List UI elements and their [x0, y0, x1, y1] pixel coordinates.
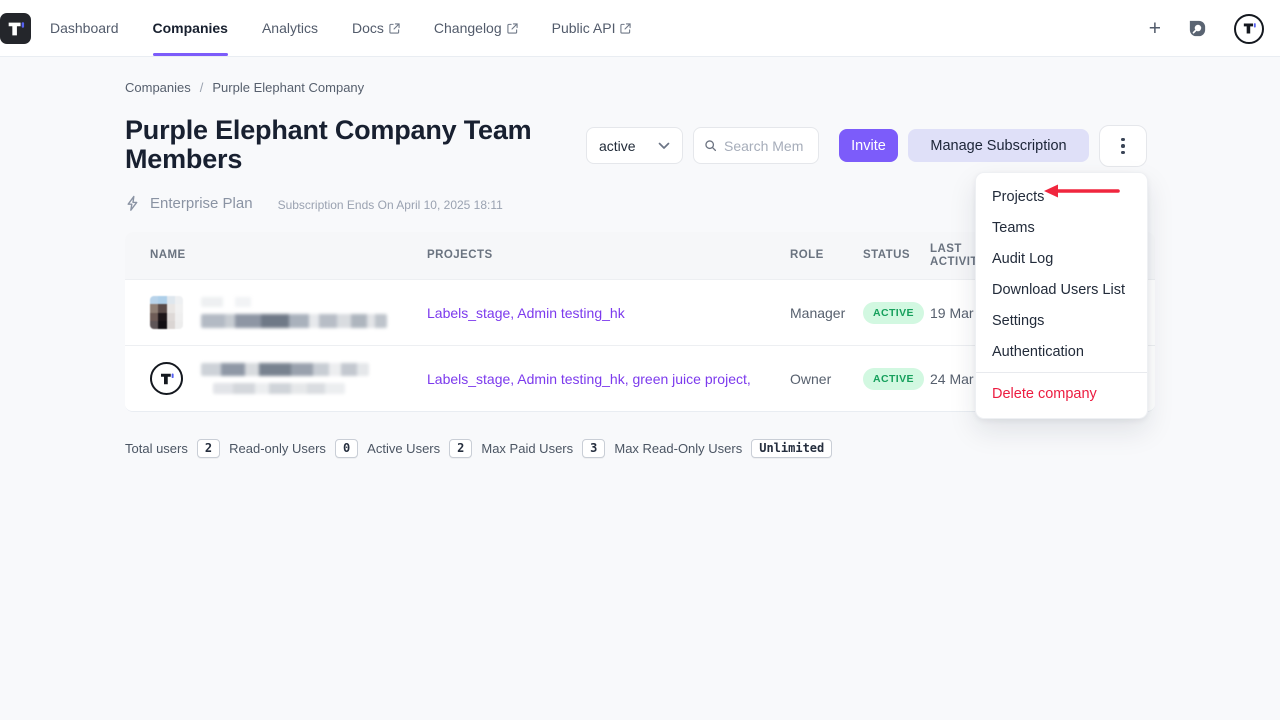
stat-label: Active Users — [367, 441, 441, 456]
page-title: Purple Elephant Company Team Members — [125, 115, 532, 174]
breadcrumb-separator: / — [199, 80, 204, 95]
stat-value: Unlimited — [751, 439, 833, 458]
member-status-cell: ACTIVE — [863, 301, 930, 324]
member-role: Manager — [790, 304, 846, 321]
menu-item-download-users-list[interactable]: Download Users List — [992, 281, 1125, 298]
menu-divider — [976, 372, 1147, 373]
nav-label: Public API — [551, 20, 616, 36]
plan-row: Enterprise Plan Subscription Ends On Apr… — [125, 195, 503, 212]
add-icon[interactable]: + — [1148, 17, 1161, 40]
nav-item-public-api[interactable]: Public API — [552, 0, 632, 56]
brand-logo[interactable] — [0, 13, 31, 44]
status-filter-select[interactable]: active — [586, 127, 683, 164]
nav-item-docs[interactable]: Docs — [352, 0, 400, 56]
nav-label: Companies — [152, 20, 228, 36]
stat-value: 0 — [334, 439, 359, 458]
nav-item-changelog[interactable]: Changelog — [434, 0, 518, 56]
menu-item-authentication[interactable]: Authentication — [992, 343, 1084, 360]
stat-label: Total users — [125, 441, 188, 456]
search-input[interactable] — [724, 137, 808, 154]
col-header-name: Name — [150, 249, 186, 261]
status-filter-value: active — [599, 137, 636, 154]
brand-t-icon — [8, 21, 24, 35]
member-projects-links[interactable]: Labels_stage, Admin testing_hk — [427, 304, 625, 321]
invite-button[interactable]: Invite — [839, 129, 898, 162]
stat-value: 3 — [582, 439, 606, 458]
company-actions-menu: Projects Teams Audit Log Download Users … — [975, 172, 1148, 419]
avatar-t-icon — [160, 372, 174, 384]
external-link-icon — [507, 22, 518, 34]
menu-item-settings[interactable]: Settings — [992, 312, 1045, 329]
toolbar: active Invite Manage Subscription — [586, 125, 1147, 167]
nav-label: Docs — [352, 20, 384, 36]
col-header-last-activity: Last Activity — [930, 242, 986, 268]
subscription-note: Subscription Ends On April 10, 2025 18:1… — [277, 197, 503, 212]
more-actions-button[interactable] — [1099, 125, 1147, 167]
breadcrumb-current[interactable]: Purple Elephant Company — [212, 80, 365, 95]
nav-items: Dashboard Companies Analytics Docs Chang… — [50, 0, 632, 56]
col-header-projects: Projects — [427, 249, 493, 261]
redacted-member-name — [201, 363, 369, 394]
avatar-t-icon — [1243, 23, 1256, 34]
breadcrumb-companies[interactable]: Companies — [125, 80, 191, 95]
menu-item-teams[interactable]: Teams — [992, 219, 1035, 236]
menu-item-delete-company[interactable]: Delete company — [992, 385, 1097, 402]
nav-label: Changelog — [433, 20, 502, 36]
col-header-status: Status — [863, 249, 910, 261]
user-avatar[interactable] — [1234, 13, 1264, 44]
stat-label: Max Read-Only Users — [614, 441, 743, 456]
plan-label: Enterprise Plan — [150, 195, 253, 212]
stat-value: 2 — [196, 439, 221, 458]
member-name-cell — [125, 296, 427, 329]
lightning-icon — [127, 195, 138, 211]
member-last-activity: 19 Mar — [930, 304, 974, 321]
member-name-cell — [125, 362, 427, 395]
member-avatar-logo — [150, 362, 183, 395]
external-link-icon — [389, 22, 400, 34]
status-badge: ACTIVE — [863, 301, 924, 324]
top-navigation: Dashboard Companies Analytics Docs Chang… — [0, 0, 1280, 57]
nav-item-analytics[interactable]: Analytics — [262, 0, 318, 56]
chevron-down-icon — [658, 142, 670, 149]
menu-item-audit-log[interactable]: Audit Log — [992, 250, 1054, 267]
nav-label: Dashboard — [50, 20, 119, 36]
manage-subscription-button[interactable]: Manage Subscription — [908, 129, 1089, 162]
nav-item-dashboard[interactable]: Dashboard — [50, 0, 119, 56]
redacted-member-name — [201, 297, 387, 328]
search-field — [693, 127, 819, 164]
quick-search-icon[interactable] — [1187, 18, 1208, 39]
member-projects-links[interactable]: Labels_stage, Admin testing_hk, green ju… — [427, 370, 751, 387]
usage-stats: Total users 2 Read-only Users 0 Active U… — [125, 439, 833, 458]
breadcrumb: Companies / Purple Elephant Company — [125, 80, 364, 95]
member-avatar — [150, 296, 183, 329]
nav-item-companies[interactable]: Companies — [152, 0, 229, 56]
col-header-role: Role — [790, 249, 824, 261]
stat-label: Read-only Users — [229, 441, 326, 456]
nav-actions: + — [1149, 0, 1264, 57]
search-icon — [705, 140, 717, 152]
menu-item-projects[interactable]: Projects — [992, 188, 1045, 205]
member-status-cell: ACTIVE — [863, 367, 930, 390]
member-last-activity: 24 Mar — [930, 370, 974, 387]
status-badge: ACTIVE — [863, 367, 924, 390]
external-link-icon — [620, 22, 632, 34]
member-role: Owner — [790, 370, 832, 387]
stat-value: 2 — [449, 439, 473, 458]
nav-label: Analytics — [261, 20, 318, 36]
stat-label: Max Paid Users — [481, 441, 574, 456]
